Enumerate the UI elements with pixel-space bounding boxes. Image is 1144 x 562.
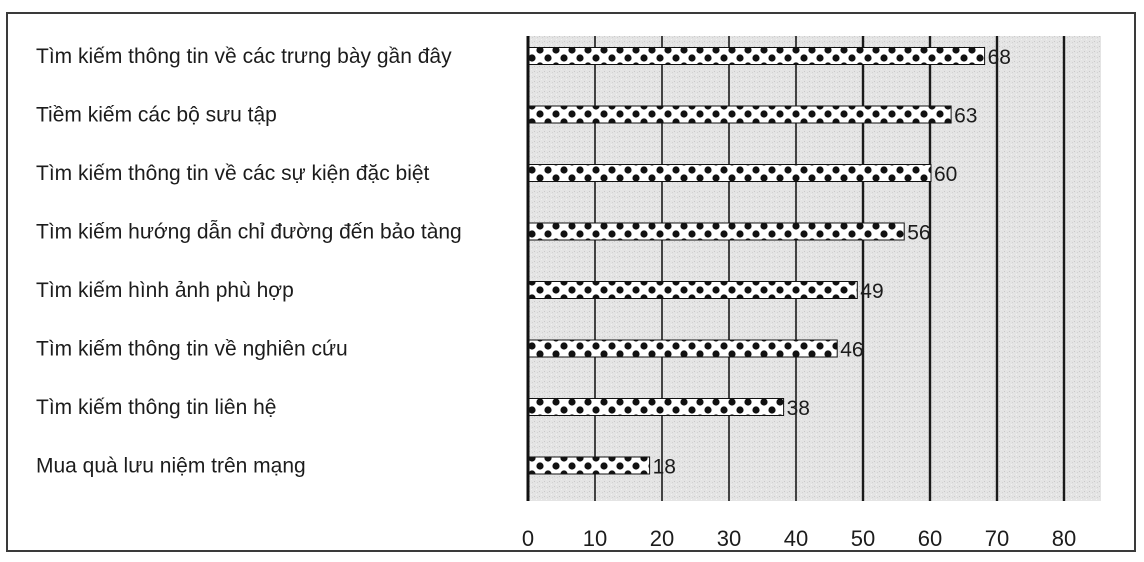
bar-4 <box>529 223 904 240</box>
value-label-5: 49 <box>860 280 883 303</box>
x-tick-label-80: 80 <box>1052 526 1076 551</box>
category-label-3: Tìm kiếm thông tin về các sự kiện đặc bi… <box>36 162 430 185</box>
category-label-7: Tìm kiếm thông tin liên hệ <box>36 396 276 419</box>
category-labels: Tìm kiếm thông tin về các trưng bày gần … <box>36 45 462 478</box>
x-tick-label-0: 0 <box>522 526 534 551</box>
bar-2 <box>529 106 951 123</box>
value-label-8: 18 <box>653 456 676 479</box>
value-label-4: 56 <box>907 222 930 245</box>
value-label-3: 60 <box>934 163 957 186</box>
x-axis-ticks: 0 10 20 30 40 50 60 70 80 <box>522 526 1076 551</box>
value-label-2: 63 <box>954 105 977 128</box>
x-tick-label-60: 60 <box>918 526 942 551</box>
bar-8 <box>529 457 650 474</box>
bar-5 <box>529 282 857 299</box>
x-tick-label-20: 20 <box>650 526 674 551</box>
bar-6 <box>529 340 837 357</box>
x-tick-label-40: 40 <box>784 526 808 551</box>
x-tick-label-10: 10 <box>583 526 607 551</box>
bar-7 <box>529 399 784 416</box>
chart-frame: 68 63 60 56 49 46 38 18 Tìm kiếm thông tin về c… <box>6 12 1136 552</box>
x-tick-label-50: 50 <box>851 526 875 551</box>
value-label-1: 68 <box>988 46 1011 69</box>
bar-chart: 68 63 60 56 49 46 38 18 Tìm kiếm thông tin về c… <box>8 14 1138 554</box>
category-label-1: Tìm kiếm thông tin về các trưng bày gần … <box>36 45 452 68</box>
x-tick-label-30: 30 <box>717 526 741 551</box>
category-label-8: Mua quà lưu niệm trên mạng <box>36 455 306 478</box>
value-label-7: 38 <box>787 397 810 420</box>
x-tick-label-70: 70 <box>985 526 1009 551</box>
value-label-6: 46 <box>840 339 863 362</box>
category-label-6: Tìm kiếm thông tin về nghiên cứu <box>36 338 348 361</box>
category-label-2: Tiềm kiếm các bộ sưu tập <box>36 104 277 127</box>
category-label-4: Tìm kiếm hướng dẫn chỉ đường đến bảo tàn… <box>36 221 462 244</box>
category-label-5: Tìm kiếm hình ảnh phù hợp <box>36 279 294 302</box>
bar-3 <box>529 165 931 182</box>
bar-1 <box>529 48 985 65</box>
